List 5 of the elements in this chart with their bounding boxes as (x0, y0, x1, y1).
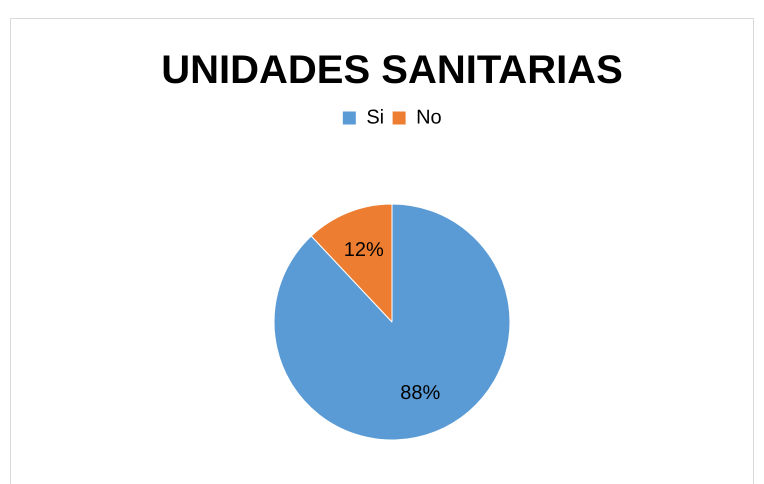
chart-title: UNIDADES SANITARIAS (161, 48, 623, 92)
legend-label: Si (366, 106, 384, 129)
data-label: 88% (400, 382, 440, 404)
legend-label: No (416, 106, 442, 129)
data-label: 12% (344, 239, 384, 262)
